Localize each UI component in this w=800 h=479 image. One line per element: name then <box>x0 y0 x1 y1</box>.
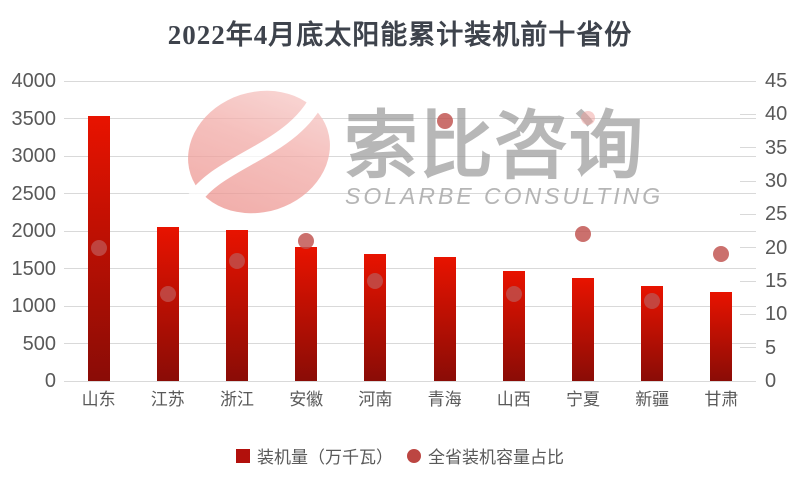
gridline <box>64 155 756 157</box>
gridline <box>64 343 756 344</box>
right-axis-tick-mark <box>740 80 756 82</box>
right-axis-tick-label: 30 <box>765 170 788 192</box>
chart-legend: 装机量（万千瓦） 全省装机容量占比 <box>0 443 800 468</box>
scatter-point <box>575 226 591 243</box>
right-axis-tick-label: 45 <box>765 70 788 92</box>
left-axis-tick-label: 1500 <box>11 257 57 280</box>
left-axis-tick-label: 0 <box>44 370 56 392</box>
right-axis-tick-mark <box>740 113 756 115</box>
bar-10 <box>710 291 733 381</box>
scatter-point <box>229 253 245 269</box>
right-axis-tick-mark <box>740 247 756 249</box>
scatter-series-swatch-icon <box>407 448 421 463</box>
left-axis-tick-label: 2000 <box>11 220 57 242</box>
left-axis-tick-label: 500 <box>22 332 56 355</box>
gridline <box>64 80 756 82</box>
scatter-point <box>367 273 384 289</box>
legend-bar-label: 装机量（万千瓦） <box>257 448 393 467</box>
right-axis-tick-label: 15 <box>765 270 788 292</box>
scatter-point <box>713 246 730 263</box>
gridline <box>64 380 756 382</box>
category-label: 浙江 <box>219 390 254 409</box>
watermark-english-text: SOLARBE CONSULTING <box>345 183 664 209</box>
right-axis-tick-label: 5 <box>765 336 777 359</box>
bar-2 <box>156 227 179 381</box>
gridline <box>64 118 756 119</box>
solarbe-logo-icon <box>183 86 331 214</box>
scatter-point <box>90 239 107 256</box>
category-label: 新疆 <box>635 390 670 409</box>
scatter-point <box>644 293 661 309</box>
gridline <box>64 230 756 232</box>
category-label: 江苏 <box>150 390 185 409</box>
scatter-point <box>298 233 315 249</box>
right-axis-tick-label: 20 <box>765 236 788 259</box>
legend-item-installed-capacity: 装机量（万千瓦） <box>236 443 393 468</box>
right-axis-tick-mark <box>740 180 756 182</box>
bar-9 <box>641 285 664 381</box>
right-axis-tick-label: 0 <box>765 370 777 392</box>
scatter-point <box>436 113 453 129</box>
bar-8 <box>572 277 594 381</box>
chart-title: 2022年4月底太阳能累计装机前十省份 <box>167 20 633 50</box>
watermark-chinese-text: 索比咨询 <box>344 104 644 187</box>
bar-4 <box>295 246 318 381</box>
legend-item-capacity-share: 全省装机容量占比 <box>407 443 564 468</box>
category-label: 宁夏 <box>565 390 600 409</box>
right-axis-tick-label: 35 <box>765 136 788 159</box>
category-label: 河南 <box>358 390 393 409</box>
right-axis-tick-label: 10 <box>765 303 788 326</box>
left-axis-tick-label: 1000 <box>11 295 57 317</box>
category-label: 甘肃 <box>704 390 739 409</box>
category-label: 青海 <box>427 390 462 409</box>
bar-6 <box>433 256 456 381</box>
right-axis-tick-mark <box>740 213 756 215</box>
scatter-point <box>505 286 522 303</box>
right-axis-tick-mark <box>740 280 756 282</box>
bar-3 <box>226 230 248 381</box>
scatter-point <box>159 286 176 303</box>
legend-scatter-label: 全省装机容量占比 <box>428 448 564 467</box>
right-axis-tick-mark <box>740 380 756 382</box>
category-label: 山东 <box>81 390 116 409</box>
bar-series-swatch-icon <box>236 448 250 463</box>
right-axis-tick-mark <box>740 147 756 149</box>
right-axis-tick-mark <box>740 313 756 315</box>
gridline <box>64 305 756 307</box>
gridline <box>64 193 756 194</box>
category-label: 安徽 <box>289 390 324 409</box>
left-axis-tick-label: 4000 <box>11 70 57 92</box>
left-axis-tick-label: 3500 <box>11 107 57 130</box>
category-label: 山西 <box>496 390 531 409</box>
right-axis-tick-label: 40 <box>765 103 788 126</box>
left-axis-tick-label: 2500 <box>11 182 57 205</box>
right-axis-tick-mark <box>740 347 756 349</box>
gridline <box>64 268 756 269</box>
left-axis-tick-label: 3000 <box>11 145 57 167</box>
right-axis-tick-label: 25 <box>765 203 788 226</box>
